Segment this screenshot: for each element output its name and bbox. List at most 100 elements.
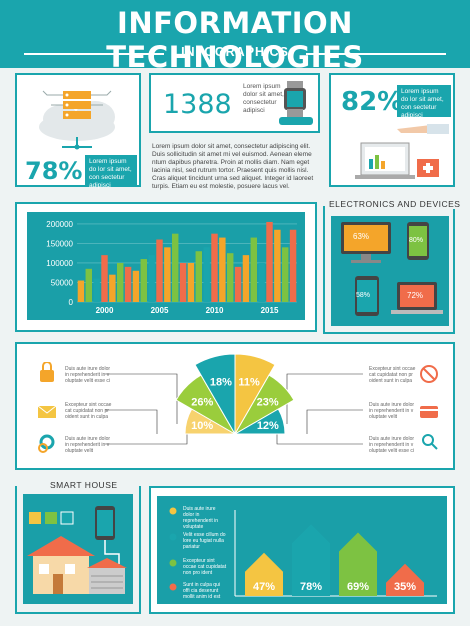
- legend-item-4: Sunt in culpa qui offi cia deserunt moll…: [183, 582, 221, 600]
- bar: [211, 233, 218, 302]
- y-tick-label: 150000: [46, 239, 73, 248]
- smartwatch-icon: [279, 81, 313, 125]
- bar: [171, 233, 179, 302]
- legend-dot: [169, 533, 177, 541]
- x-tick-label: 2005: [151, 306, 169, 315]
- bar: [250, 237, 258, 302]
- legend-item-2: Velit esse cillum do lore eu fugiat null…: [183, 532, 226, 550]
- devices-percent: 82%: [341, 87, 404, 117]
- smart-house-panel: [23, 494, 133, 604]
- bar: [274, 229, 281, 302]
- page-subtitle: INFOGRAPHICS: [181, 45, 289, 59]
- bar: [258, 262, 265, 302]
- bar: [164, 247, 171, 302]
- smart-house-icon: [27, 506, 127, 594]
- legend-dot: [169, 583, 177, 591]
- fan-chart-card: 10% 26% 18% 11% 23% 12% Duis aute irure dolor…: [15, 342, 455, 470]
- house-chart-panel: 47% 78% 69% 35% Duis aute irure dolor in re…: [157, 496, 447, 604]
- bar-chart-panel: 200000 150000 100000 50000 0 2000 2005 2010 2015: [27, 212, 305, 320]
- devices-caption: Lorem ipsum do lor sit amet, con sectetu…: [397, 85, 451, 119]
- bar: [101, 255, 108, 302]
- bar: [156, 239, 163, 302]
- connector-line: [105, 409, 158, 434]
- right-icons: [420, 365, 438, 450]
- fan-slice-label: 26%: [191, 396, 213, 408]
- left-item-3: Duis aute irure dolor in reprehenderit i…: [65, 436, 111, 454]
- smart-house-title: SMART HOUSE: [46, 480, 122, 490]
- devices-stat-card: 82% Lorem ipsum do lor sit amet, con sec…: [329, 73, 455, 187]
- y-tick-label: 200000: [46, 220, 73, 229]
- bar: [195, 251, 203, 302]
- bar: [242, 255, 250, 302]
- bar: [226, 253, 234, 302]
- bar-chart-card: 200000 150000 100000 50000 0 2000 2005 2010 2015: [15, 202, 317, 332]
- bar: [132, 270, 140, 302]
- legend-dot: [169, 507, 177, 515]
- bar: [179, 262, 187, 302]
- bar: [187, 262, 195, 302]
- house-bar: [386, 563, 424, 596]
- house-bar-label: 78%: [300, 581, 322, 593]
- fan-slice-label: 10%: [191, 420, 213, 432]
- bar: [203, 247, 210, 302]
- y-tick-label: 50000: [51, 278, 74, 287]
- bar: [109, 274, 116, 302]
- cloud-server-icon: [39, 90, 115, 150]
- bar: [93, 278, 100, 302]
- cloud-percent: 78%: [25, 157, 83, 185]
- tablet-percent: 58%: [356, 292, 371, 299]
- connector-line: [276, 434, 363, 445]
- bar: [85, 268, 93, 302]
- x-tick-label: 2015: [261, 306, 279, 315]
- laptop-percent: 72%: [407, 291, 424, 300]
- bar: [124, 266, 132, 302]
- fan-slice-label: 12%: [257, 420, 279, 432]
- bar: [266, 221, 273, 302]
- devices-icons: [341, 222, 443, 316]
- house-bar-label: 35%: [394, 581, 416, 593]
- counter-stat-card: 1388 Lorem ipsum dolor sit amet, consect…: [149, 73, 320, 133]
- divider: [24, 53, 164, 55]
- house-bar-label: 47%: [253, 581, 275, 593]
- bar: [140, 259, 148, 302]
- bar: [77, 280, 85, 302]
- connector-line: [105, 373, 178, 424]
- header-banner: INFORMATION TECHNOLOGIES INFOGRAPHICS: [0, 0, 470, 74]
- house-bar: [292, 524, 330, 596]
- house-bar: [245, 552, 283, 596]
- left-icons: [37, 362, 57, 453]
- cloud-stat-card: 78% Lorem ipsum do lor sit amet, con sec…: [15, 73, 141, 189]
- right-item-1: Excepteur sint occae cat cupidatat non p…: [369, 366, 416, 384]
- house-chart-card: 47% 78% 69% 35% Duis aute irure dolor in re…: [149, 486, 455, 614]
- bar: [219, 237, 226, 302]
- x-tick-label: 2010: [206, 306, 224, 315]
- cloud-caption: Lorem ipsum do lor sit amet, con sectetu…: [85, 155, 137, 189]
- bar-chart: 200000 150000 100000 50000 0 2000 2005 2010 2015: [46, 220, 297, 315]
- divider: [306, 53, 446, 55]
- legend-item-3: Excepteur sint occae cat cupidatat non p…: [183, 558, 227, 576]
- left-item-2: Excepteur sint occae cat cupidatat non p…: [65, 402, 112, 420]
- fan-slice: [233, 374, 295, 436]
- connector-line: [286, 373, 363, 424]
- fan-slice-label: 18%: [210, 376, 232, 388]
- house-bar: [339, 532, 377, 596]
- fan-slice: [233, 408, 286, 435]
- connector-line: [105, 434, 188, 445]
- x-tick-label: 2000: [96, 306, 114, 315]
- counter-caption: Lorem ipsum dolor sit amet, consectetur …: [243, 83, 284, 114]
- bar: [234, 266, 242, 302]
- legend-item-1: Duis aute irure dolor in reprehenderit i…: [183, 506, 219, 530]
- counter-value: 1388: [163, 89, 232, 120]
- house-chart: 47% 78% 69% 35%: [169, 507, 437, 597]
- legend-dot: [169, 559, 177, 567]
- smart-house-section: [15, 486, 141, 614]
- left-item-1: Duis aute irure dolor in reprehenderit i…: [65, 366, 111, 384]
- electronics-title: ELECTRONICS AND DEVICES: [325, 199, 465, 209]
- bar: [289, 229, 297, 302]
- bar: [116, 262, 124, 302]
- connector-line: [306, 409, 363, 434]
- right-item-3: Duis aute irure dolor in reprehenderit i…: [369, 436, 415, 454]
- y-tick-label: 0: [69, 298, 74, 307]
- electronics-section: 63% 80% 58% 72%: [323, 206, 455, 334]
- page-title: INFORMATION TECHNOLOGIES: [106, 6, 364, 74]
